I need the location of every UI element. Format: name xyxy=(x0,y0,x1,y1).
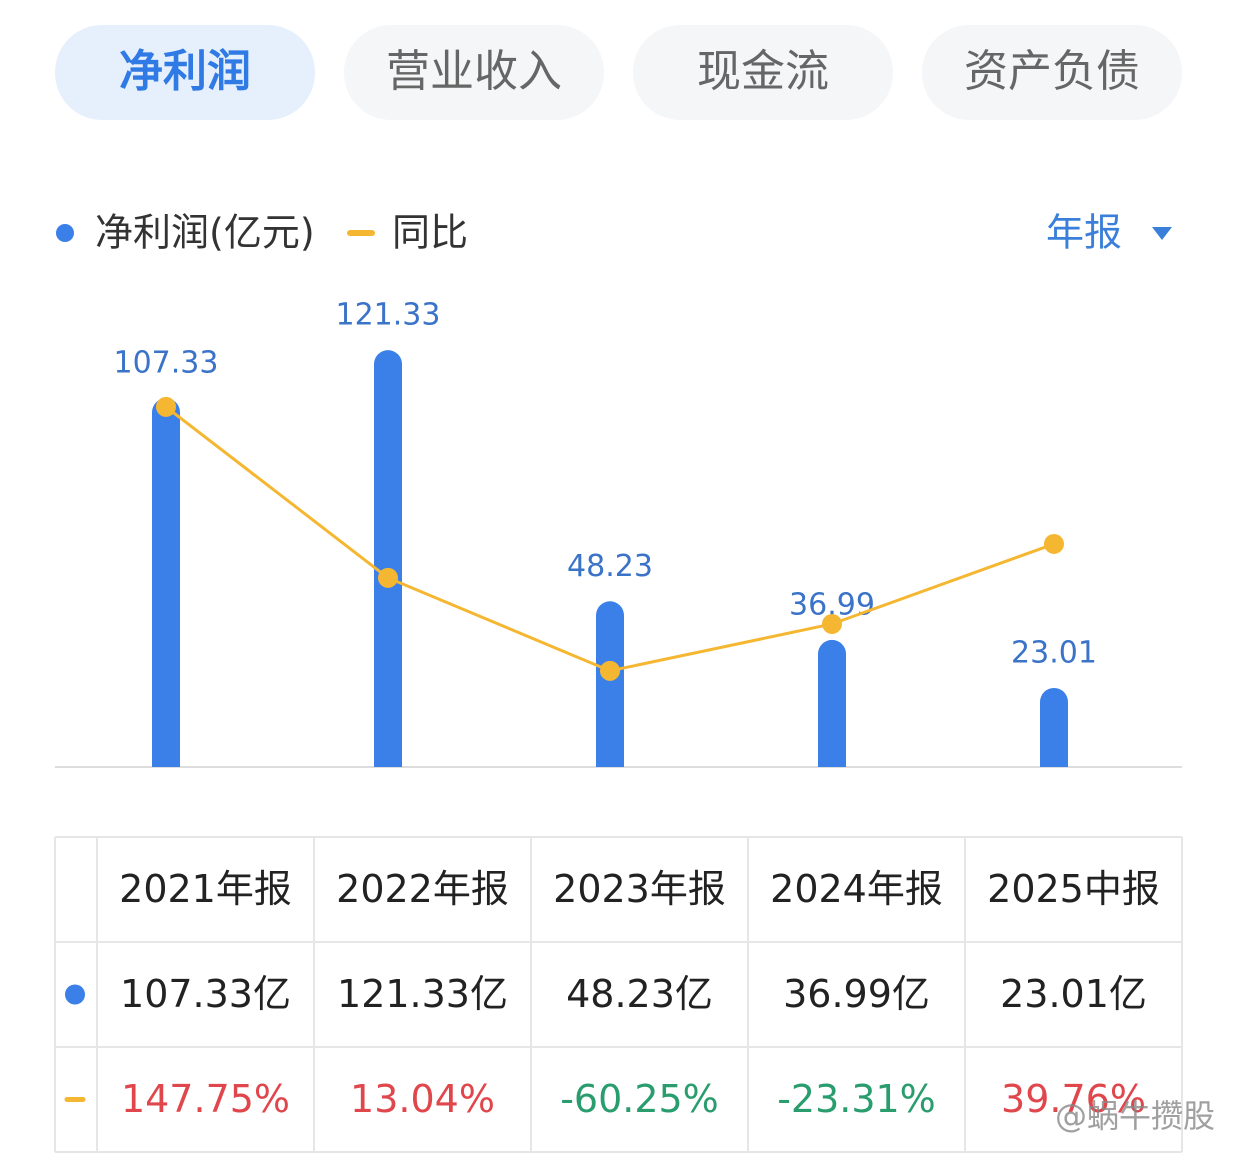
tab-label[interactable]: 营业收入 xyxy=(386,46,562,97)
cell-value: 107.33亿 xyxy=(120,972,291,1016)
watermark: @蜗牛攒股 xyxy=(1055,1097,1215,1135)
tab[interactable]: 资产负债 xyxy=(922,25,1182,120)
line-point xyxy=(822,613,842,634)
dropdown-arrow[interactable] xyxy=(1152,227,1172,240)
tab-background[interactable] xyxy=(55,25,315,120)
cell-yoy: 147.75% xyxy=(121,1077,290,1121)
tab-background[interactable] xyxy=(922,25,1182,120)
tab-label[interactable]: 净利润 xyxy=(119,46,251,97)
data-label: 107.33 xyxy=(114,346,219,381)
column-header: 2022年报 xyxy=(336,867,509,911)
bar xyxy=(596,601,624,767)
data-table: 2021年报 107.33亿 147.75% 2022年报 121.33亿 13.04% 2… xyxy=(54,836,1183,1153)
tab-label[interactable]: 资产负债 xyxy=(964,46,1140,97)
cell-yoy: 13.04% xyxy=(350,1077,495,1121)
line-point xyxy=(1044,533,1064,554)
cell-value: 36.99亿 xyxy=(783,972,930,1016)
cell-yoy: -60.25% xyxy=(560,1077,719,1121)
cell-value: 23.01亿 xyxy=(1000,972,1147,1016)
line-point xyxy=(378,567,398,588)
tab-background[interactable] xyxy=(633,25,893,120)
bar xyxy=(152,398,180,767)
tab[interactable]: 净利润 xyxy=(55,25,315,120)
legend-dot xyxy=(56,224,74,242)
tab[interactable]: 营业收入 xyxy=(344,25,604,120)
legend-label: 同比 xyxy=(392,211,468,255)
column-header: 2023年报 xyxy=(553,867,726,911)
period-selector[interactable]: 年报 xyxy=(1046,211,1122,255)
bar xyxy=(1040,687,1068,767)
tab-label[interactable]: 现金流 xyxy=(697,46,829,97)
line-point xyxy=(600,660,620,681)
tab-background[interactable] xyxy=(344,25,604,120)
legend-label: 净利润(亿元) xyxy=(95,211,315,255)
cell-yoy: 39.76% xyxy=(1001,1077,1146,1121)
data-label: 23.01 xyxy=(1011,635,1097,670)
bar xyxy=(374,350,402,767)
data-label: 48.23 xyxy=(567,549,653,584)
column-header: 2024年报 xyxy=(770,867,943,911)
cell-value: 121.33亿 xyxy=(337,972,508,1016)
cell-yoy: -23.31% xyxy=(777,1077,936,1121)
column-header: 2021年报 xyxy=(119,867,292,911)
row-icon xyxy=(65,984,85,1005)
tab[interactable]: 现金流 xyxy=(633,25,893,120)
column-header: 2025中报 xyxy=(987,867,1160,911)
line-point xyxy=(156,396,176,417)
bar xyxy=(818,639,846,767)
tab-bar: 净利润 营业收入 现金流 资产负债 xyxy=(55,25,1182,120)
data-label: 121.33 xyxy=(336,298,441,333)
cell-value: 48.23亿 xyxy=(566,972,713,1016)
